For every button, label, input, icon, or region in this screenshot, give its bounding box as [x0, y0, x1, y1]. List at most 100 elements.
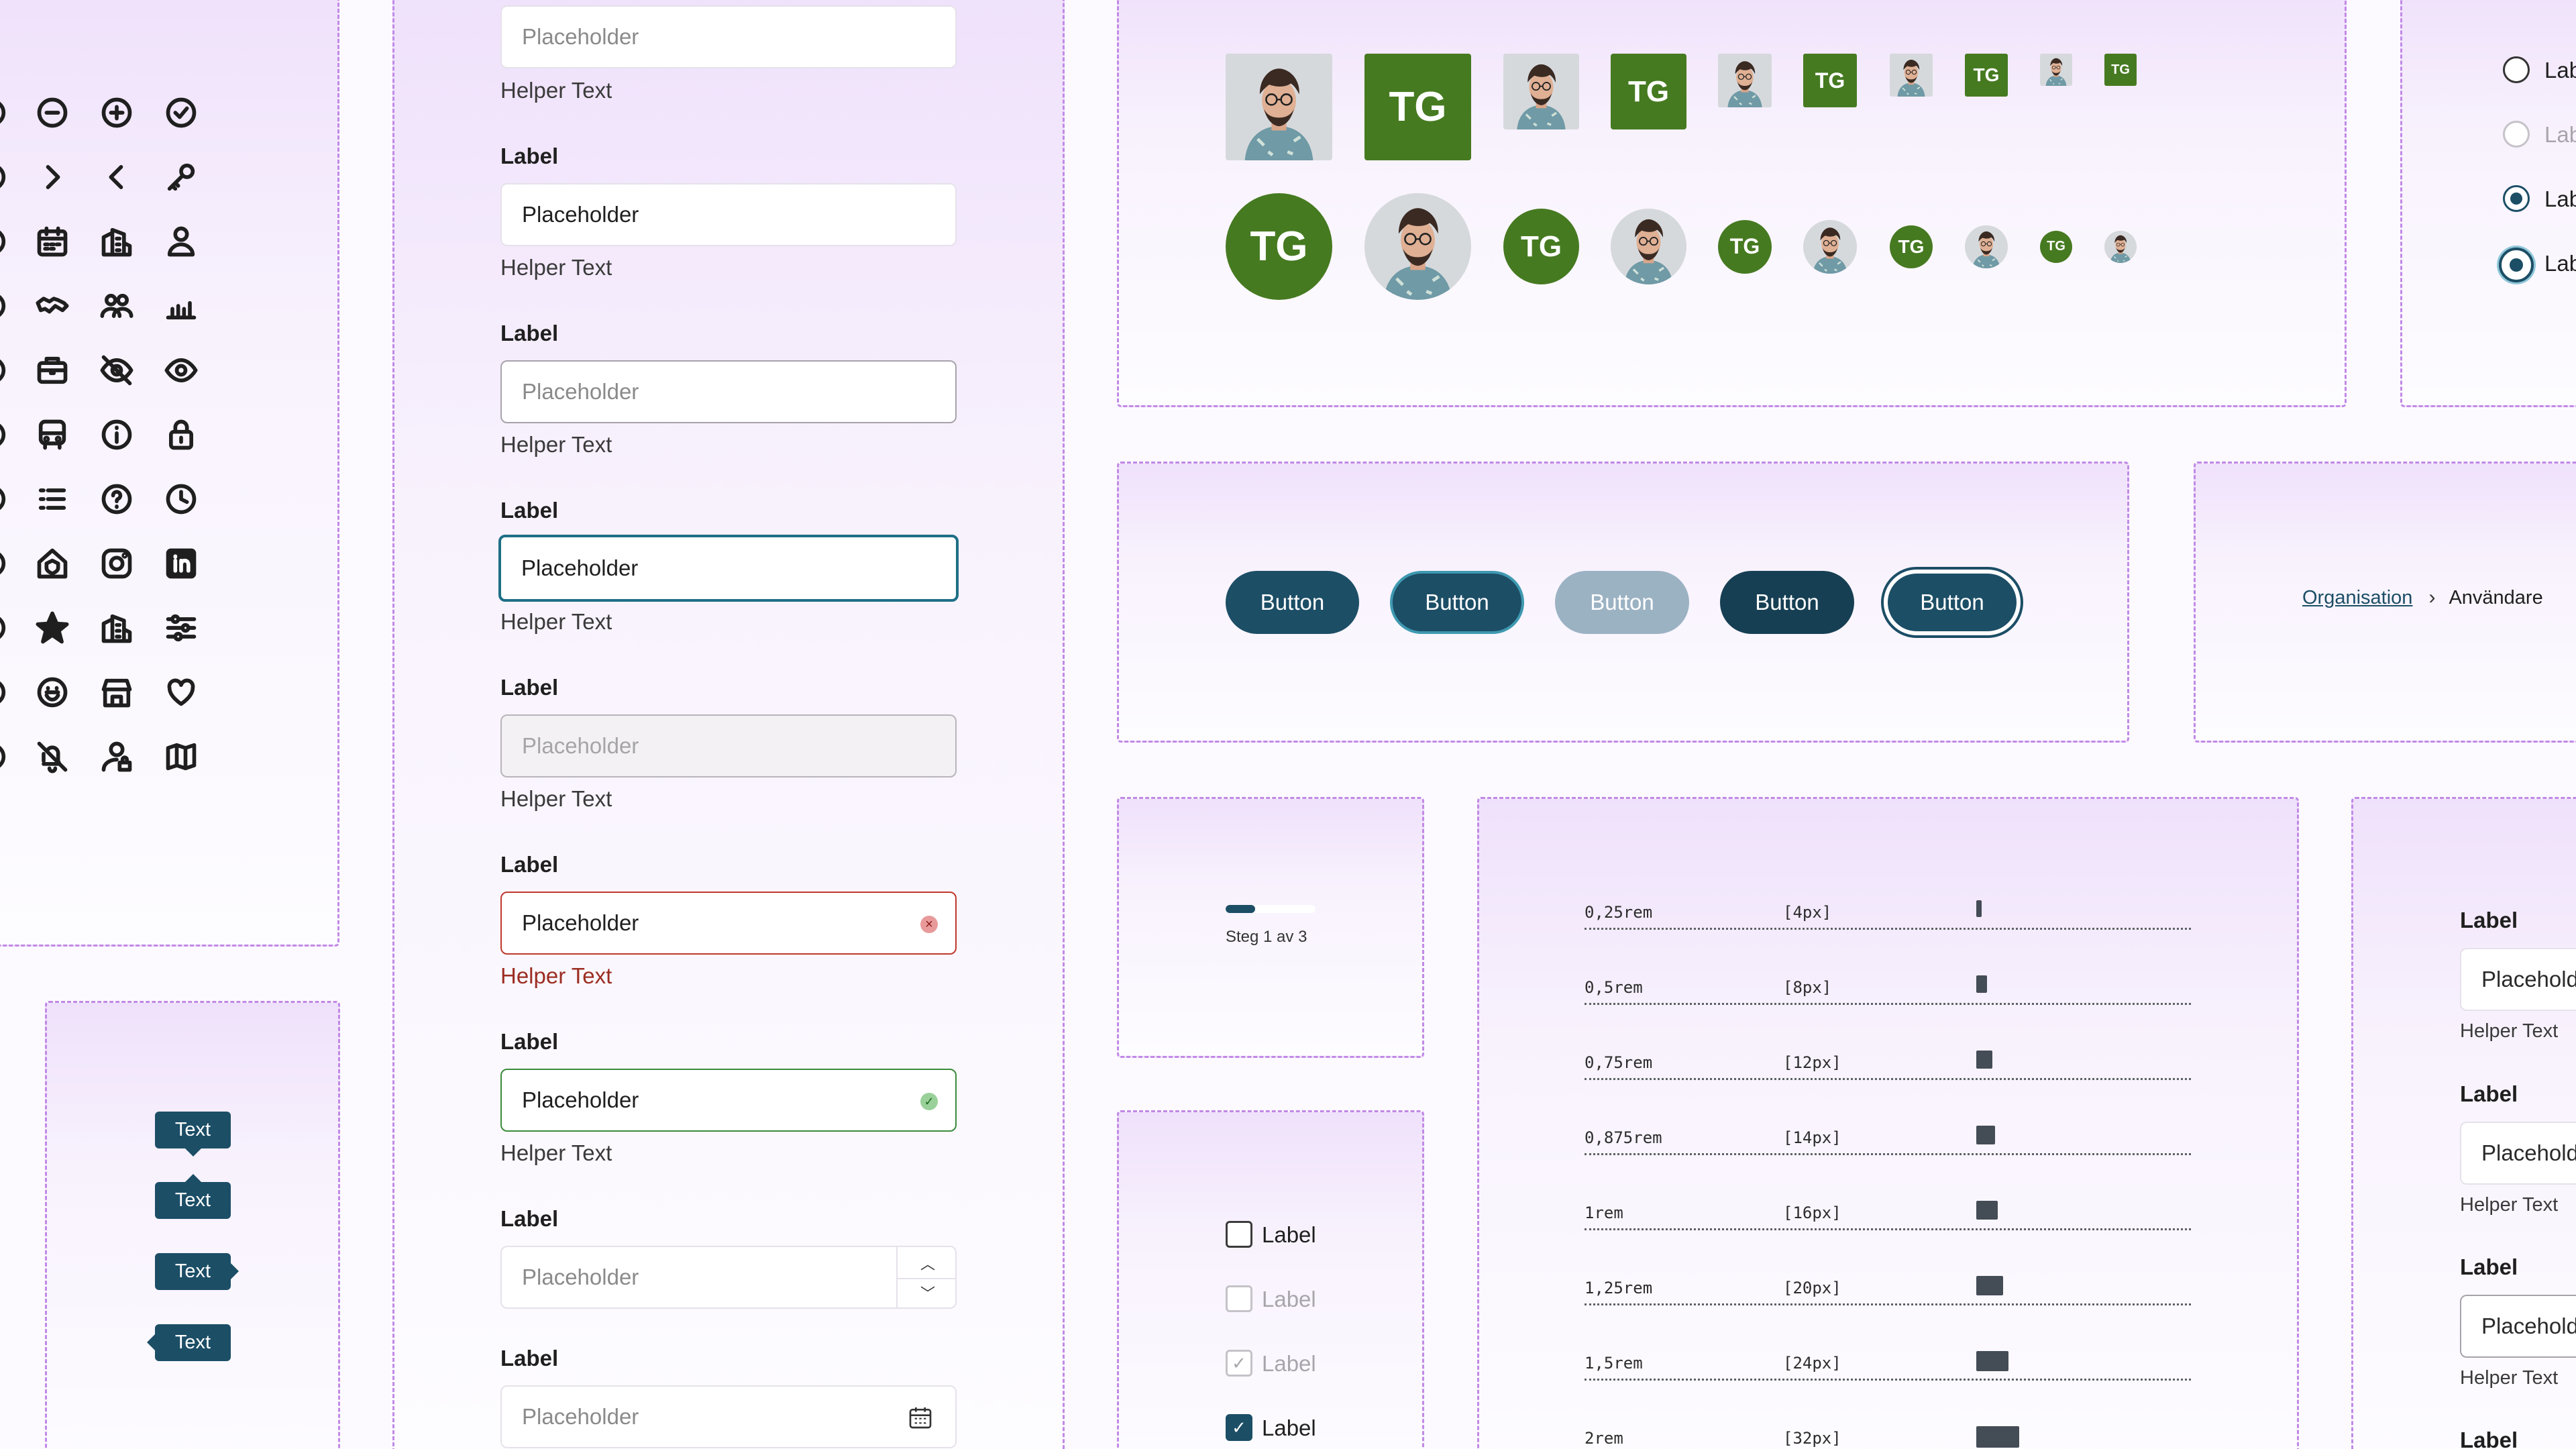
- avatar-initials: TG: [1611, 54, 1686, 129]
- checkbox-checked[interactable]: ✓: [1226, 1414, 1252, 1441]
- chevron-right-icon: [34, 158, 71, 196]
- spacing-row: 0,5rem [8px]: [1585, 971, 2191, 1005]
- spacing-rem: 1,25rem: [1585, 1279, 1653, 1297]
- spacing-rem: 0,5rem: [1585, 978, 1643, 997]
- avatar-initials: TG: [1890, 225, 1933, 268]
- map-icon: [162, 738, 200, 775]
- avatar-initials: TG: [1503, 209, 1579, 284]
- text-input-error[interactable]: Placeholder ×: [500, 892, 957, 955]
- text-input-filled[interactable]: Placeholder: [500, 183, 957, 246]
- spacing-rem: 0,75rem: [1585, 1053, 1653, 1072]
- spacing-swatch: [1976, 1201, 1998, 1220]
- spacing-swatch: [1976, 1126, 1995, 1144]
- avatar-initials: TG: [1718, 219, 1772, 274]
- avatar-initials: TG: [2040, 230, 2072, 263]
- tooltip-frame: [45, 1001, 340, 1449]
- helper-text: Helper Text: [500, 255, 612, 280]
- radio-checked[interactable]: [2503, 185, 2530, 212]
- spacing-px: [4px]: [1783, 903, 1832, 922]
- field-label: Label: [500, 321, 559, 345]
- checkbox-unchecked[interactable]: [1226, 1221, 1252, 1248]
- avatar-photo: [1364, 193, 1471, 300]
- radio-unchecked[interactable]: [2503, 56, 2530, 83]
- spacing-swatch: [1976, 1351, 2008, 1371]
- field-label: Label: [500, 852, 559, 877]
- instagram-icon: [98, 545, 136, 582]
- button-pressed[interactable]: Button: [1720, 571, 1854, 634]
- text-input-default[interactable]: Placeholder: [500, 5, 957, 68]
- button-hover[interactable]: Button: [1390, 571, 1524, 634]
- spacing-px: [20px]: [1783, 1279, 1841, 1297]
- minus-circle-icon: [34, 94, 71, 131]
- button-disabled[interactable]: Button: [1555, 571, 1689, 634]
- breadcrumb: Organisation › Användare: [2302, 586, 2543, 609]
- spacing-px: [14px]: [1783, 1128, 1841, 1147]
- checkbox-label: Label: [1262, 1415, 1316, 1440]
- chevron-down-icon[interactable]: ﹀: [920, 1285, 935, 1302]
- stepper-middle: [898, 1278, 955, 1279]
- lock-icon: [162, 416, 200, 453]
- users-icon: [98, 287, 136, 325]
- spacing-row: 0,75rem [12px]: [1585, 1046, 2191, 1080]
- progress-fill: [1226, 905, 1256, 913]
- checkbox-disabled[interactable]: [1226, 1285, 1252, 1312]
- button-primary[interactable]: Button: [1226, 571, 1359, 634]
- tooltip-arrow: [231, 1263, 239, 1279]
- spacing-row: 1rem [16px]: [1585, 1197, 2191, 1230]
- chevron-up-icon[interactable]: ︿: [920, 1256, 935, 1273]
- plus-circle-icon: [98, 94, 136, 131]
- text-input-hover[interactable]: Placeholder: [500, 360, 957, 423]
- avatar-photo: [1611, 209, 1686, 284]
- stepper-divider: [896, 1247, 898, 1307]
- avatar-photo: [2104, 230, 2137, 263]
- text-input[interactable]: Placeholder: [2460, 948, 2576, 1011]
- progress-track: [1226, 905, 1316, 913]
- date-input[interactable]: Placeholder: [500, 1385, 957, 1448]
- avatar-initials: TG: [2104, 54, 2137, 86]
- clipped-icon: [0, 738, 11, 775]
- checkbox-frame: [1117, 1110, 1424, 1449]
- field-label: Label: [2460, 1254, 2518, 1279]
- checkbox-checked-disabled[interactable]: ✓: [1226, 1350, 1252, 1377]
- spacing-row: 2rem [32px]: [1585, 1422, 2191, 1449]
- helper-text: Helper Text: [2460, 1367, 2559, 1389]
- spacing-px: [12px]: [1783, 1053, 1841, 1072]
- store-icon: [98, 674, 136, 711]
- calendar-icon[interactable]: [906, 1404, 935, 1431]
- helper-text: Helper Text: [2460, 1020, 2559, 1042]
- text-input-success[interactable]: Placeholder ✓: [500, 1069, 957, 1132]
- helper-text: Helper Text: [500, 78, 612, 103]
- clipped-icon: [0, 158, 11, 196]
- avatar-photo: [1803, 219, 1857, 274]
- user-icon: [162, 223, 200, 260]
- radio-frame: [2400, 0, 2576, 407]
- tooltip-left: Text: [155, 1253, 231, 1290]
- spacing-rem: 2rem: [1585, 1429, 1623, 1448]
- spacing-swatch: [1976, 1051, 1992, 1069]
- text-input-disabled[interactable]: Placeholder: [500, 714, 957, 777]
- progress-frame: [1117, 797, 1424, 1058]
- tooltip-arrow: [185, 1174, 201, 1182]
- avatar-photo: [1503, 54, 1579, 129]
- avatar-photo: [2040, 54, 2072, 86]
- number-stepper-input[interactable]: Placeholder ︿ ﹀: [500, 1246, 957, 1309]
- avatar-initials: TG: [1226, 193, 1332, 300]
- breadcrumb-link[interactable]: Organisation: [2302, 586, 2413, 608]
- text-input-focused[interactable]: Placeholder: [498, 535, 959, 602]
- spacing-rem: 0,25rem: [1585, 903, 1653, 922]
- text-input[interactable]: Placeholder: [2460, 1122, 2576, 1185]
- field-label: Label: [500, 675, 559, 700]
- user-lock-icon: [98, 738, 136, 775]
- field-label: Label: [500, 1346, 559, 1371]
- spacing-swatch: [1976, 1276, 2003, 1295]
- clipped-icon: [0, 416, 11, 453]
- spacing-swatch: [1976, 900, 1982, 917]
- radio-disabled[interactable]: [2503, 121, 2530, 148]
- checkbox-label: Label: [1262, 1287, 1316, 1311]
- radio-checked-focused[interactable]: [2499, 248, 2534, 282]
- button-focused[interactable]: Button: [1881, 567, 2023, 638]
- handshake-icon: [34, 287, 71, 325]
- text-input[interactable]: Placeholder: [2460, 1295, 2576, 1358]
- eye-off-icon: [98, 352, 136, 389]
- clipped-icon: [0, 674, 11, 711]
